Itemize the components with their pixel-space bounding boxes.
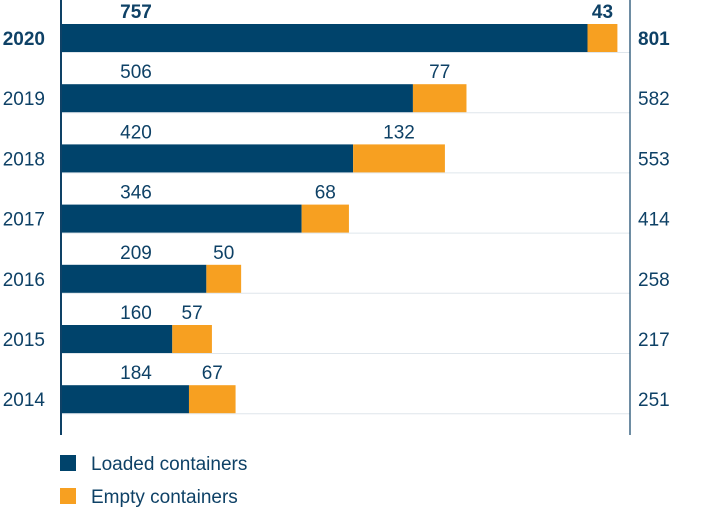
category-label-2018: 2018 xyxy=(3,149,45,170)
bar-loaded-2015 xyxy=(61,325,173,353)
bar-empty-2014 xyxy=(188,385,236,414)
value-label-loaded-2019: 506 xyxy=(120,62,152,83)
bar-empty-2020 xyxy=(587,24,618,52)
bar-empty-2015 xyxy=(172,325,212,353)
bar-loaded-2017 xyxy=(61,204,302,233)
category-label-2019: 2019 xyxy=(3,89,45,110)
total-label-2015: 217 xyxy=(638,330,670,351)
category-label-2015: 2015 xyxy=(3,330,45,351)
value-label-empty-2019: 77 xyxy=(429,62,450,83)
value-label-loaded-2015: 160 xyxy=(120,303,152,324)
value-label-loaded-2016: 209 xyxy=(120,243,152,264)
bar-loaded-2014 xyxy=(61,385,189,414)
category-label-2014: 2014 xyxy=(3,390,46,411)
total-label-2018: 553 xyxy=(638,149,670,170)
total-label-2014: 251 xyxy=(638,390,670,411)
value-label-loaded-2018: 420 xyxy=(120,122,152,143)
bar-loaded-2020 xyxy=(61,24,588,52)
bar-loaded-2016 xyxy=(61,264,207,293)
value-label-empty-2014: 67 xyxy=(202,363,223,384)
category-label-2016: 2016 xyxy=(3,270,45,291)
total-label-2019: 582 xyxy=(638,89,670,110)
bar-empty-2018 xyxy=(353,144,445,173)
legend-label-1: Empty containers xyxy=(91,487,238,508)
value-label-empty-2015: 57 xyxy=(182,303,203,324)
total-label-2017: 414 xyxy=(638,210,670,231)
category-label-2020: 2020 xyxy=(3,29,45,50)
category-label-2017: 2017 xyxy=(3,210,45,231)
legend-swatch-1 xyxy=(60,488,76,504)
bar-empty-2017 xyxy=(301,204,349,233)
bar-empty-2016 xyxy=(206,264,242,293)
value-label-empty-2018: 132 xyxy=(383,122,415,143)
value-label-empty-2020: 43 xyxy=(592,2,613,23)
total-label-2016: 258 xyxy=(638,270,670,291)
bar-empty-2019 xyxy=(412,84,467,113)
value-label-empty-2016: 50 xyxy=(213,243,234,264)
value-label-empty-2017: 68 xyxy=(315,183,336,204)
value-label-loaded-2017: 346 xyxy=(120,183,152,204)
value-label-loaded-2014: 184 xyxy=(120,363,152,384)
legend-swatch-0 xyxy=(60,455,76,471)
total-label-2020: 801 xyxy=(638,29,670,50)
value-label-loaded-2020: 757 xyxy=(120,2,152,23)
bar-loaded-2018 xyxy=(61,144,354,173)
bar-loaded-2019 xyxy=(61,84,413,113)
legend-label-0: Loaded containers xyxy=(91,454,247,475)
